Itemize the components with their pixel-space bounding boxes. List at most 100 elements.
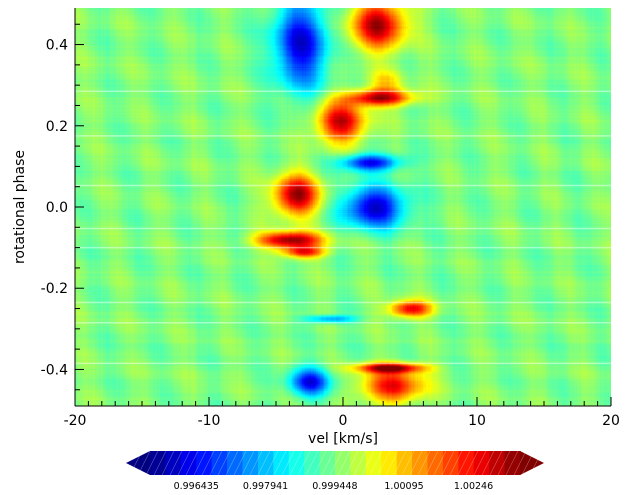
colorbar-hatch bbox=[233, 450, 247, 476]
y-tick-label: 0.0 bbox=[46, 200, 68, 216]
colorbar-segment bbox=[350, 451, 367, 475]
colorbar-hatch bbox=[321, 450, 335, 476]
colorbar-hatch bbox=[257, 450, 271, 476]
colorbar-hatch bbox=[137, 450, 151, 476]
heatmap-plot-area bbox=[75, 8, 611, 406]
colorbar-hatch bbox=[377, 450, 391, 476]
colorbar-hatch bbox=[161, 450, 175, 476]
y-axis-label: rotational phase bbox=[12, 150, 28, 264]
colorbar-hatch bbox=[345, 450, 359, 476]
colorbar-hatch bbox=[217, 450, 231, 476]
colorbar-tick-label: 0.997941 bbox=[243, 481, 288, 492]
colorbar-segment bbox=[319, 451, 336, 475]
colorbar-segment bbox=[242, 451, 259, 475]
colorbar-hatch bbox=[441, 450, 455, 476]
axes: -20 -10 0 10 20 -0.4 -0.2 0.0 0.2 0.4 bbox=[41, 8, 620, 429]
colorbar-hatch bbox=[225, 450, 239, 476]
colorbar-hatch bbox=[273, 450, 287, 476]
y-tick-label: -0.2 bbox=[41, 281, 68, 297]
colorbar-hatch bbox=[209, 450, 223, 476]
colorbar-hatch bbox=[177, 450, 191, 476]
colorbar-tick-label: 0.996435 bbox=[174, 481, 219, 492]
colorbar-hatch bbox=[193, 450, 207, 476]
colorbar-hatch bbox=[473, 450, 487, 476]
colorbar-hatch bbox=[513, 450, 527, 476]
colorbar-hatch bbox=[289, 450, 303, 476]
colorbar-hatch bbox=[337, 450, 351, 476]
colorbar-segment bbox=[458, 451, 475, 475]
colorbar-hatch bbox=[249, 450, 263, 476]
colorbar-segment bbox=[396, 451, 413, 475]
colorbar-hatch bbox=[353, 450, 367, 476]
colorbar-hatch bbox=[329, 450, 343, 476]
colorbar-hatch bbox=[505, 450, 519, 476]
colorbar-hatch bbox=[409, 450, 423, 476]
colorbar-segment bbox=[504, 451, 521, 475]
colorbar-segment bbox=[365, 451, 382, 475]
colorbar-segment bbox=[381, 451, 398, 475]
colorbar-hatch bbox=[265, 450, 279, 476]
colorbar-hatch bbox=[369, 450, 383, 476]
colorbar-hatch bbox=[201, 450, 215, 476]
colorbar-segment bbox=[150, 451, 167, 475]
colorbar-hatch bbox=[465, 450, 479, 476]
colorbar-hatch bbox=[305, 450, 319, 476]
colorbar-segment bbox=[335, 451, 352, 475]
colorbar-hatch bbox=[433, 450, 447, 476]
heatmap-image bbox=[75, 8, 611, 406]
colorbar-hatch bbox=[457, 450, 471, 476]
x-axis-label: vel [km/s] bbox=[308, 431, 378, 447]
x-tick-label: 20 bbox=[602, 413, 620, 429]
y-tick-label: -0.4 bbox=[41, 362, 68, 378]
y-tick-label: 0.2 bbox=[46, 119, 68, 135]
colorbar-hatch bbox=[185, 450, 199, 476]
colorbar-extend-low bbox=[126, 451, 150, 475]
y-tick-label: 0.4 bbox=[46, 38, 68, 54]
colorbar-segment bbox=[180, 451, 197, 475]
colorbar-segment bbox=[427, 451, 444, 475]
colorbar-hatch bbox=[393, 450, 407, 476]
colorbar-hatch bbox=[521, 450, 535, 476]
colorbar-tick-label: 0.999448 bbox=[312, 481, 357, 492]
x-tick-label: 10 bbox=[468, 413, 486, 429]
colorbar-hatch bbox=[449, 450, 463, 476]
colorbar-segment bbox=[304, 451, 321, 475]
x-tick-label: -20 bbox=[64, 413, 87, 429]
colorbar-hatch bbox=[497, 450, 511, 476]
colorbar-hatch bbox=[297, 450, 311, 476]
colorbar-segment bbox=[165, 451, 182, 475]
colorbar-hatch bbox=[385, 450, 399, 476]
x-tick-label: -10 bbox=[198, 413, 221, 429]
colorbar-segment bbox=[442, 451, 459, 475]
colorbar-segment bbox=[473, 451, 490, 475]
colorbar-hatch bbox=[145, 450, 159, 476]
colorbar-hatch bbox=[401, 450, 415, 476]
colorbar-tick-label: 1.00095 bbox=[384, 481, 423, 492]
colorbar-hatch bbox=[281, 450, 295, 476]
colorbar-segment bbox=[273, 451, 290, 475]
colorbar-segment bbox=[412, 451, 429, 475]
colorbar-tick-label: 1.00246 bbox=[454, 481, 493, 492]
colorbar-hatch bbox=[537, 450, 551, 476]
colorbar-segment bbox=[489, 451, 506, 475]
colorbar-hatch bbox=[313, 450, 327, 476]
colorbar-hatch bbox=[129, 450, 143, 476]
colorbar-hatch bbox=[169, 450, 183, 476]
colorbar-segment bbox=[257, 451, 274, 475]
x-tick-label: 0 bbox=[339, 413, 348, 429]
colorbar-hatch bbox=[489, 450, 503, 476]
colorbar-hatch bbox=[529, 450, 543, 476]
colorbar-hatch bbox=[241, 450, 255, 476]
colorbar-hatch bbox=[417, 450, 431, 476]
colorbar-segment bbox=[288, 451, 305, 475]
colorbar-hatch bbox=[153, 450, 167, 476]
colorbar-hatch bbox=[425, 450, 439, 476]
colorbar: 0.996435 0.997941 0.999448 1.00095 1.00246 bbox=[126, 450, 551, 492]
colorbar-segment bbox=[227, 451, 244, 475]
colorbar-segment bbox=[211, 451, 228, 475]
colorbar-extend-high bbox=[520, 451, 544, 475]
colorbar-hatch bbox=[361, 450, 375, 476]
colorbar-hatch bbox=[481, 450, 495, 476]
colorbar-segment bbox=[196, 451, 213, 475]
